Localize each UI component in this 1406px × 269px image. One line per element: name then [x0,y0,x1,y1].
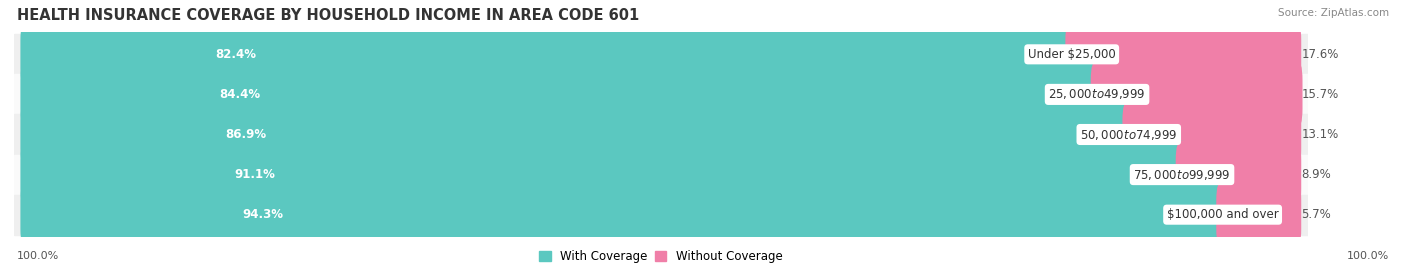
Text: 100.0%: 100.0% [17,251,59,261]
Text: $75,000 to $99,999: $75,000 to $99,999 [1133,168,1230,182]
FancyBboxPatch shape [21,60,1104,129]
Text: 91.1%: 91.1% [235,168,276,181]
Text: 13.1%: 13.1% [1301,128,1339,141]
Text: 82.4%: 82.4% [215,48,256,61]
Bar [14,74,1308,114]
Text: 100.0%: 100.0% [1347,251,1389,261]
Text: 84.4%: 84.4% [219,88,260,101]
Text: $25,000 to $49,999: $25,000 to $49,999 [1049,87,1146,101]
Text: 86.9%: 86.9% [225,128,266,141]
FancyBboxPatch shape [21,180,1229,249]
Text: 94.3%: 94.3% [242,208,283,221]
FancyBboxPatch shape [1066,20,1301,89]
FancyBboxPatch shape [21,20,1078,89]
Text: 8.9%: 8.9% [1301,168,1331,181]
Text: HEALTH INSURANCE COVERAGE BY HOUSEHOLD INCOME IN AREA CODE 601: HEALTH INSURANCE COVERAGE BY HOUSEHOLD I… [17,8,640,23]
Text: 5.7%: 5.7% [1301,208,1331,221]
FancyBboxPatch shape [1216,180,1301,249]
FancyBboxPatch shape [1122,100,1301,169]
Text: $100,000 and over: $100,000 and over [1167,208,1278,221]
FancyBboxPatch shape [1091,60,1302,129]
Bar [14,155,1308,195]
Text: 17.6%: 17.6% [1301,48,1339,61]
Text: Source: ZipAtlas.com: Source: ZipAtlas.com [1278,8,1389,18]
FancyBboxPatch shape [21,100,1135,169]
FancyBboxPatch shape [21,140,1188,209]
Bar [14,195,1308,235]
Legend: With Coverage, Without Coverage: With Coverage, Without Coverage [534,245,787,268]
Text: $50,000 to $74,999: $50,000 to $74,999 [1080,128,1177,141]
Bar [14,114,1308,155]
FancyBboxPatch shape [1175,140,1301,209]
Text: Under $25,000: Under $25,000 [1028,48,1115,61]
Bar [14,34,1308,74]
Text: 15.7%: 15.7% [1301,88,1339,101]
